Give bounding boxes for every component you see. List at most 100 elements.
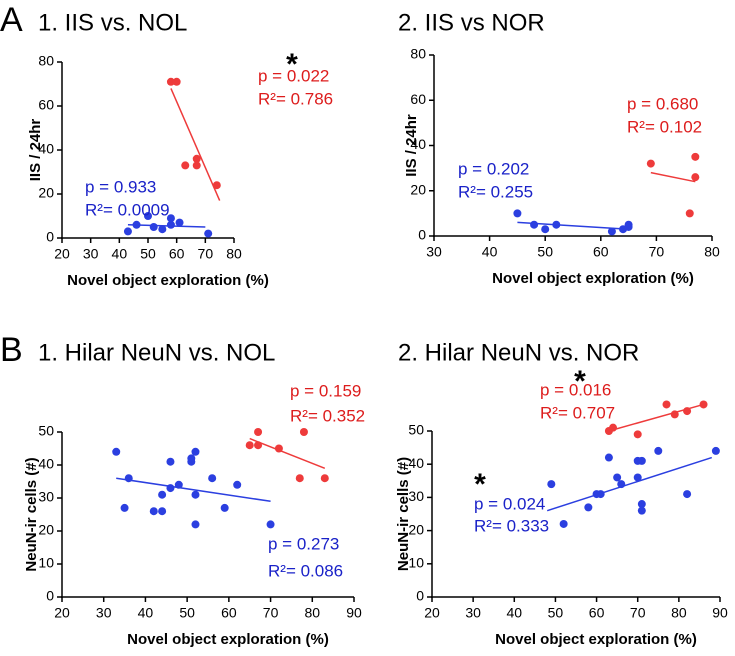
data-point: [245, 441, 254, 450]
y-tick-label: 60: [410, 91, 426, 107]
y-tick-label: 40: [38, 141, 54, 157]
x-axis-label: Novel object exploration (%): [492, 270, 694, 287]
y-tick-label: 10: [38, 555, 54, 571]
annotation: R²= 0.102: [627, 117, 702, 136]
data-point: [204, 229, 213, 238]
data-point: [637, 506, 646, 515]
x-tick-label: 70: [198, 246, 214, 262]
fit-line: [517, 221, 629, 230]
data-point: [191, 447, 200, 456]
x-tick-label: 40: [112, 246, 128, 262]
data-point: [166, 77, 175, 86]
x-tick-label: 80: [226, 246, 242, 262]
y-axis-label: IIS / 24hr: [27, 119, 44, 182]
data-point: [123, 227, 132, 236]
x-tick-label: 60: [593, 244, 609, 260]
data-point: [192, 161, 201, 170]
x-tick-label: 70: [263, 605, 279, 621]
y-tick-label: 20: [38, 522, 54, 538]
y-tick-label: 40: [38, 456, 54, 472]
x-tick-label: 40: [482, 244, 498, 260]
y-tick-label: 80: [38, 53, 54, 69]
data-point: [685, 209, 694, 218]
data-point: [191, 490, 200, 499]
data-point: [158, 507, 167, 516]
y-tick-label: 60: [38, 97, 54, 113]
data-point: [607, 227, 616, 236]
fit-line: [127, 224, 206, 228]
data-point: [654, 446, 663, 455]
x-tick-label: 20: [424, 605, 440, 621]
x-tick-label: 30: [465, 605, 481, 621]
x-tick-label: 40: [506, 605, 522, 621]
panel-title: 2. IIS vs NOR: [398, 9, 545, 36]
data-point: [181, 161, 190, 170]
y-axis-label: NeuN-ir cells (#): [395, 457, 412, 571]
x-tick-label: 90: [346, 605, 362, 621]
data-point: [613, 473, 622, 482]
y-tick-label: 20: [408, 521, 424, 537]
y-tick-label: 0: [416, 588, 424, 604]
y-tick-label: 40: [410, 136, 426, 152]
y-axis-label: NeuN-ir cells (#): [23, 457, 40, 571]
annotation: R²= 0.352: [290, 406, 365, 425]
data-point: [691, 173, 700, 182]
y-tick-label: 20: [410, 181, 426, 197]
y-tick-label: 0: [418, 227, 426, 243]
annotation: R²= 0.086: [268, 561, 343, 580]
x-axis-label: Novel object exploration (%): [495, 631, 697, 648]
annotation: R²= 0.0009: [85, 200, 170, 219]
data-point: [149, 223, 158, 231]
x-tick-label: 40: [138, 605, 154, 621]
data-point: [646, 159, 655, 168]
data-point: [192, 154, 201, 163]
panel-label: A: [0, 1, 23, 39]
y-axis-label: IIS / 24hr: [403, 114, 420, 177]
annotation: R²= 0.255: [458, 182, 533, 201]
fit-line: [608, 403, 704, 432]
data-point: [559, 519, 568, 528]
data-point: [120, 503, 129, 512]
panel-title: 1. Hilar NeuN vs. NOL: [38, 339, 275, 366]
annotation: p = 0.202: [458, 159, 529, 178]
annotation: p = 0.016: [540, 380, 611, 399]
data-point: [633, 473, 642, 482]
y-tick-label: 40: [408, 455, 424, 471]
annotation: p = 0.022: [258, 66, 329, 85]
x-tick-label: 50: [548, 605, 564, 621]
data-point: [683, 490, 692, 499]
y-tick-label: 30: [408, 488, 424, 504]
fit-line: [546, 456, 713, 512]
data-point: [547, 480, 556, 489]
fit-line: [170, 88, 221, 201]
panel-title: 1. IIS vs. NOL: [38, 9, 187, 36]
annotation: p = 0.159: [290, 381, 361, 400]
data-point: [584, 503, 593, 512]
panel-label: B: [0, 331, 23, 369]
annotation: R²= 0.333: [474, 516, 549, 535]
x-axis-label: Novel object exploration (%): [67, 272, 269, 289]
x-tick-label: 20: [54, 605, 70, 621]
x-tick-label: 50: [537, 244, 553, 260]
data-point: [299, 428, 308, 436]
x-tick-label: 50: [140, 246, 156, 262]
fit-line: [116, 477, 271, 503]
y-tick-label: 30: [38, 489, 54, 505]
data-point: [149, 507, 158, 516]
data-point: [112, 447, 121, 456]
data-point: [662, 400, 671, 409]
annotation: p = 0.680: [627, 94, 698, 113]
x-tick-label: 80: [304, 605, 320, 621]
y-tick-label: 10: [408, 555, 424, 571]
data-point: [530, 220, 539, 229]
data-point: [633, 430, 642, 439]
x-tick-label: 60: [169, 246, 185, 262]
data-point: [166, 457, 175, 466]
data-point: [541, 225, 550, 234]
x-tick-label: 50: [179, 605, 195, 621]
annotation: p = 0.024: [474, 494, 545, 513]
annotation: R²= 0.786: [258, 89, 333, 108]
data-point: [711, 446, 720, 455]
x-tick-label: 80: [704, 244, 720, 260]
